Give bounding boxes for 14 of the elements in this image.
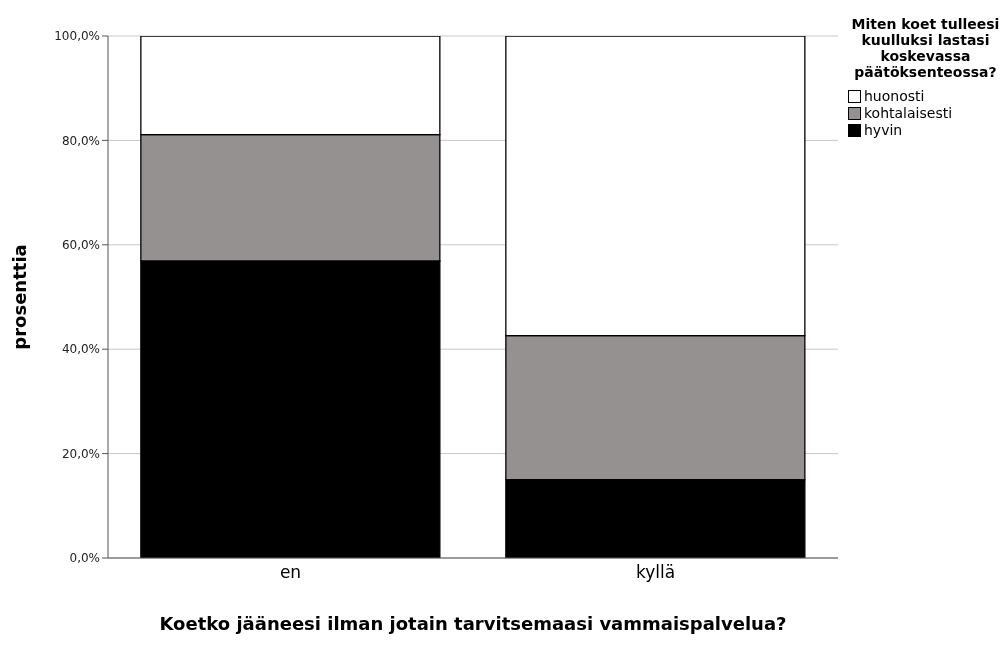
legend-title: Miten koet tulleesi kuulluksi lastasi koskevassa päätöksenteossa? [850,16,1001,80]
x-tick-label: kyllä [635,562,676,583]
legend-label: kohtalaisesti [864,105,953,122]
x-axis-title: Koetko jääneesi ilman jotain tarvitsemaasi vammaispalvelua? [159,613,787,634]
y-tick-label: 0,0% [69,551,100,566]
legend-label: hyvin [864,122,903,139]
legend-label: huonosti [864,88,925,105]
y-tick-label: 80,0% [61,133,100,148]
x-tick-label: en [279,562,302,583]
y-tick-label: 40,0% [61,342,100,357]
y-tick-label: 60,0% [61,238,100,253]
y-tick-label: 100,0% [54,29,100,44]
y-axis-title: prosenttia [9,244,31,350]
y-tick-label: 20,0% [61,446,100,461]
